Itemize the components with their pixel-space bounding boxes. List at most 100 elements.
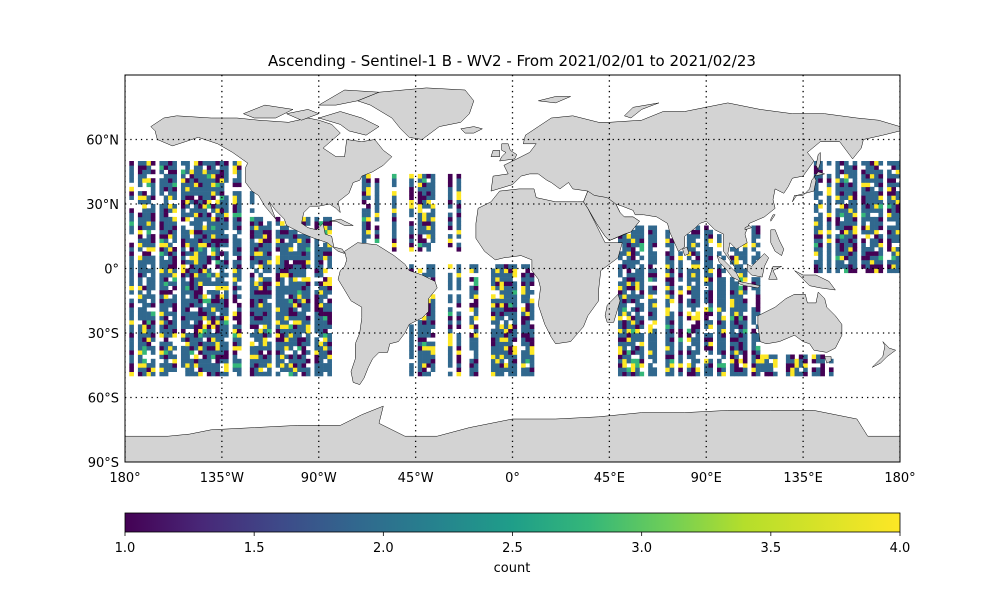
- heat-cell: [422, 191, 427, 196]
- heat-cell: [529, 341, 535, 347]
- heat-cell: [249, 229, 255, 235]
- heat-cell: [236, 315, 242, 321]
- heat-cell: [635, 277, 640, 282]
- heat-cell: [314, 216, 320, 222]
- heat-cell: [137, 221, 143, 226]
- heat-cell: [895, 204, 900, 209]
- heat-cell: [180, 311, 186, 317]
- heat-cell: [678, 354, 683, 360]
- heat-cell: [193, 234, 199, 239]
- heat-cell: [297, 298, 302, 304]
- heat-cell: [314, 315, 320, 321]
- heat-cell: [159, 225, 165, 231]
- heat-cell: [137, 165, 143, 170]
- heat-cell: [622, 311, 627, 317]
- heat-cell: [288, 242, 294, 248]
- heat-cell: [635, 350, 640, 355]
- heat-cell: [301, 272, 307, 278]
- heat-cell: [708, 255, 714, 261]
- heat-cell: [180, 191, 186, 196]
- heat-cell: [708, 363, 714, 368]
- heat-cell: [695, 225, 701, 231]
- heat-cell: [861, 238, 866, 243]
- heat-cell: [721, 294, 726, 299]
- heat-cell: [361, 221, 367, 226]
- heat-cell: [305, 337, 311, 342]
- heat-cell: [708, 358, 714, 364]
- heat-cell: [895, 221, 900, 226]
- heat-cell: [391, 242, 397, 248]
- heat-cell: [292, 307, 298, 312]
- heat-cell: [717, 345, 722, 351]
- heat-cell: [695, 242, 701, 248]
- heat-cell: [669, 242, 675, 248]
- heat-cell: [891, 165, 896, 170]
- heat-cell: [202, 281, 208, 286]
- heat-cell: [193, 333, 199, 338]
- heat-cell: [738, 298, 744, 304]
- heat-cell: [835, 199, 841, 205]
- heat-cell: [267, 229, 272, 235]
- heat-cell: [258, 264, 264, 269]
- heat-cell: [189, 178, 195, 183]
- heat-cell: [447, 345, 453, 351]
- heat-cell: [159, 367, 165, 372]
- heat-cell: [232, 234, 238, 239]
- heat-cell: [665, 268, 670, 274]
- heat-cell: [301, 337, 307, 342]
- heat-cell: [189, 281, 195, 286]
- heat-cell: [288, 341, 294, 347]
- heat-cell: [146, 371, 152, 377]
- heat-cell: [185, 199, 190, 205]
- heat-cell: [648, 315, 653, 321]
- heat-cell: [865, 191, 871, 196]
- landmass-ireland: [490, 150, 500, 157]
- heat-cell: [813, 221, 819, 226]
- heat-cell: [288, 272, 294, 278]
- heat-cell: [691, 242, 696, 248]
- heat-cell: [219, 320, 225, 325]
- heat-cell: [366, 234, 371, 239]
- heat-cell: [280, 294, 285, 299]
- heat-cell: [630, 345, 636, 351]
- heat-cell: [159, 328, 165, 334]
- heat-cell: [185, 307, 190, 312]
- heat-cell: [159, 169, 165, 175]
- heat-cell: [280, 221, 285, 226]
- heat-cell: [185, 350, 190, 355]
- heat-cell: [150, 264, 156, 269]
- heat-cell: [691, 358, 696, 364]
- heat-cell: [820, 367, 825, 372]
- colorbar-ticks: 1.0 1.5 2.0 2.5 3.0 3.5 4.0: [115, 532, 910, 556]
- heat-cell: [895, 161, 900, 166]
- heat-cell: [816, 367, 821, 372]
- heat-cell: [361, 199, 367, 205]
- heat-cell: [630, 333, 636, 338]
- heat-cell: [305, 371, 311, 377]
- heat-cell: [708, 307, 714, 312]
- heat-cell: [695, 302, 701, 308]
- heat-cell: [490, 367, 496, 372]
- heat-cell: [490, 298, 496, 304]
- heat-cell: [717, 363, 722, 368]
- heat-cell: [790, 367, 795, 372]
- heat-cell: [249, 264, 255, 269]
- heat-cell: [168, 324, 173, 329]
- heat-cell: [721, 315, 726, 321]
- heat-cell: [267, 238, 272, 243]
- heat-cell: [409, 350, 414, 355]
- heat-cell: [529, 333, 535, 338]
- heat-cell: [887, 264, 892, 269]
- heat-cell: [185, 324, 190, 329]
- heat-cell: [323, 337, 328, 342]
- heat-cell: [258, 354, 264, 360]
- heat-cell: [249, 208, 255, 213]
- heat-cell: [816, 358, 821, 364]
- heat-cell: [193, 371, 199, 377]
- heat-cell: [163, 324, 169, 329]
- heat-cell: [430, 238, 436, 243]
- heat-cell: [249, 290, 255, 295]
- heat-cell: [163, 251, 169, 256]
- heat-cell: [738, 268, 744, 274]
- heat-cell: [490, 363, 496, 368]
